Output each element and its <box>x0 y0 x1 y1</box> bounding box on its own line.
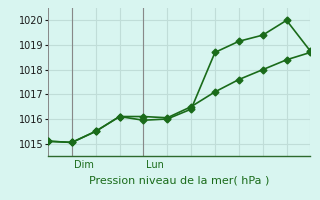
Text: Dim: Dim <box>74 160 94 170</box>
X-axis label: Pression niveau de la mer( hPa ): Pression niveau de la mer( hPa ) <box>89 175 269 185</box>
Text: Lun: Lun <box>146 160 164 170</box>
